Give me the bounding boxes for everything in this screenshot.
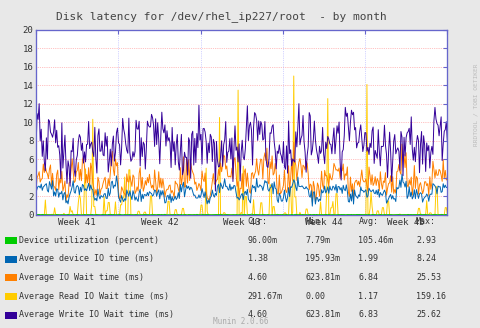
Text: 25.53: 25.53 [415,273,440,282]
Text: Disk latency for /dev/rhel_ip227/root  - by month: Disk latency for /dev/rhel_ip227/root - … [56,11,386,22]
Text: 6.84: 6.84 [358,273,378,282]
Text: RRDTOOL / TOBI OETIKER: RRDTOOL / TOBI OETIKER [473,64,478,146]
Text: Munin 2.0.66: Munin 2.0.66 [212,318,268,326]
Text: 4.60: 4.60 [247,273,267,282]
Text: 105.46m: 105.46m [358,236,393,245]
Text: Average Write IO Wait time (ms): Average Write IO Wait time (ms) [19,310,174,319]
Text: Cur:: Cur: [247,217,267,226]
Text: Max:: Max: [415,217,435,226]
Text: 195.93m: 195.93m [305,254,340,263]
Text: 0.00: 0.00 [305,292,325,301]
Text: 7.79m: 7.79m [305,236,330,245]
Text: Average device IO time (ms): Average device IO time (ms) [19,254,154,263]
Text: 291.67m: 291.67m [247,292,282,301]
Text: 159.16: 159.16 [415,292,445,301]
Text: 25.62: 25.62 [415,310,440,319]
Text: 1.38: 1.38 [247,254,267,263]
Text: 8.24: 8.24 [415,254,435,263]
Text: 2.93: 2.93 [415,236,435,245]
Text: Min:: Min: [305,217,325,226]
Text: 4.60: 4.60 [247,310,267,319]
Text: Average IO Wait time (ms): Average IO Wait time (ms) [19,273,144,282]
Text: 96.00m: 96.00m [247,236,277,245]
Text: 6.83: 6.83 [358,310,378,319]
Text: 623.81m: 623.81m [305,273,340,282]
Text: Average Read IO Wait time (ms): Average Read IO Wait time (ms) [19,292,169,301]
Text: 1.99: 1.99 [358,254,378,263]
Text: Avg:: Avg: [358,217,378,226]
Text: 623.81m: 623.81m [305,310,340,319]
Text: 1.17: 1.17 [358,292,378,301]
Text: Device utilization (percent): Device utilization (percent) [19,236,159,245]
